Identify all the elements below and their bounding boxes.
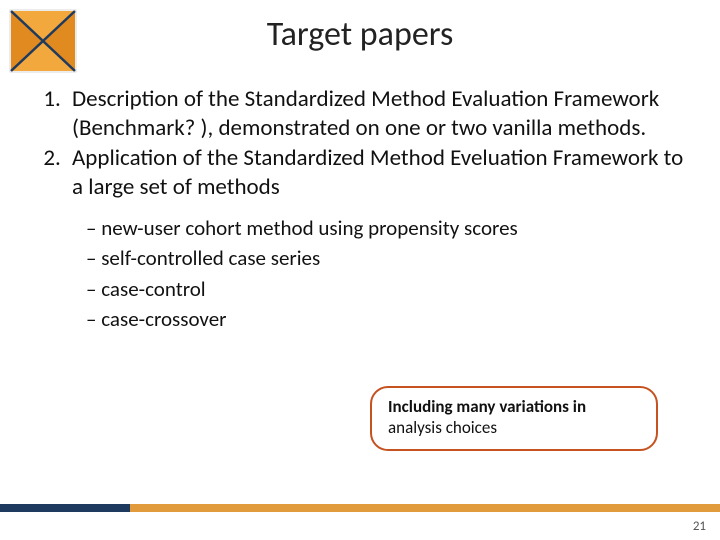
callout-lead: Including many variations in xyxy=(388,396,586,417)
sub-list-item: new-user cohort method using propensity … xyxy=(86,213,692,243)
footer-navy xyxy=(0,504,130,512)
callout-box: Including many variations in analysis ch… xyxy=(370,386,658,451)
slide-content: Description of the Standardized Method E… xyxy=(0,55,720,335)
sub-list-item: self-controlled case series xyxy=(86,243,692,273)
footer-orange xyxy=(130,504,720,512)
slide-title: Target papers xyxy=(0,0,720,55)
numbered-list: Description of the Standardized Method E… xyxy=(28,85,692,335)
footer-bar xyxy=(0,504,720,512)
page-number: 21 xyxy=(693,519,706,534)
list-item-text: Application of the Standardized Method E… xyxy=(72,144,683,201)
list-item: Description of the Standardized Method E… xyxy=(66,85,692,144)
list-item: Application of the Standardized Method E… xyxy=(66,144,692,335)
sub-list-item: case-crossover xyxy=(86,304,692,334)
logo xyxy=(8,8,78,74)
dash-list: new-user cohort method using propensity … xyxy=(72,213,692,335)
callout-rest: analysis choices xyxy=(388,417,497,438)
sub-list-item: case-control xyxy=(86,274,692,304)
